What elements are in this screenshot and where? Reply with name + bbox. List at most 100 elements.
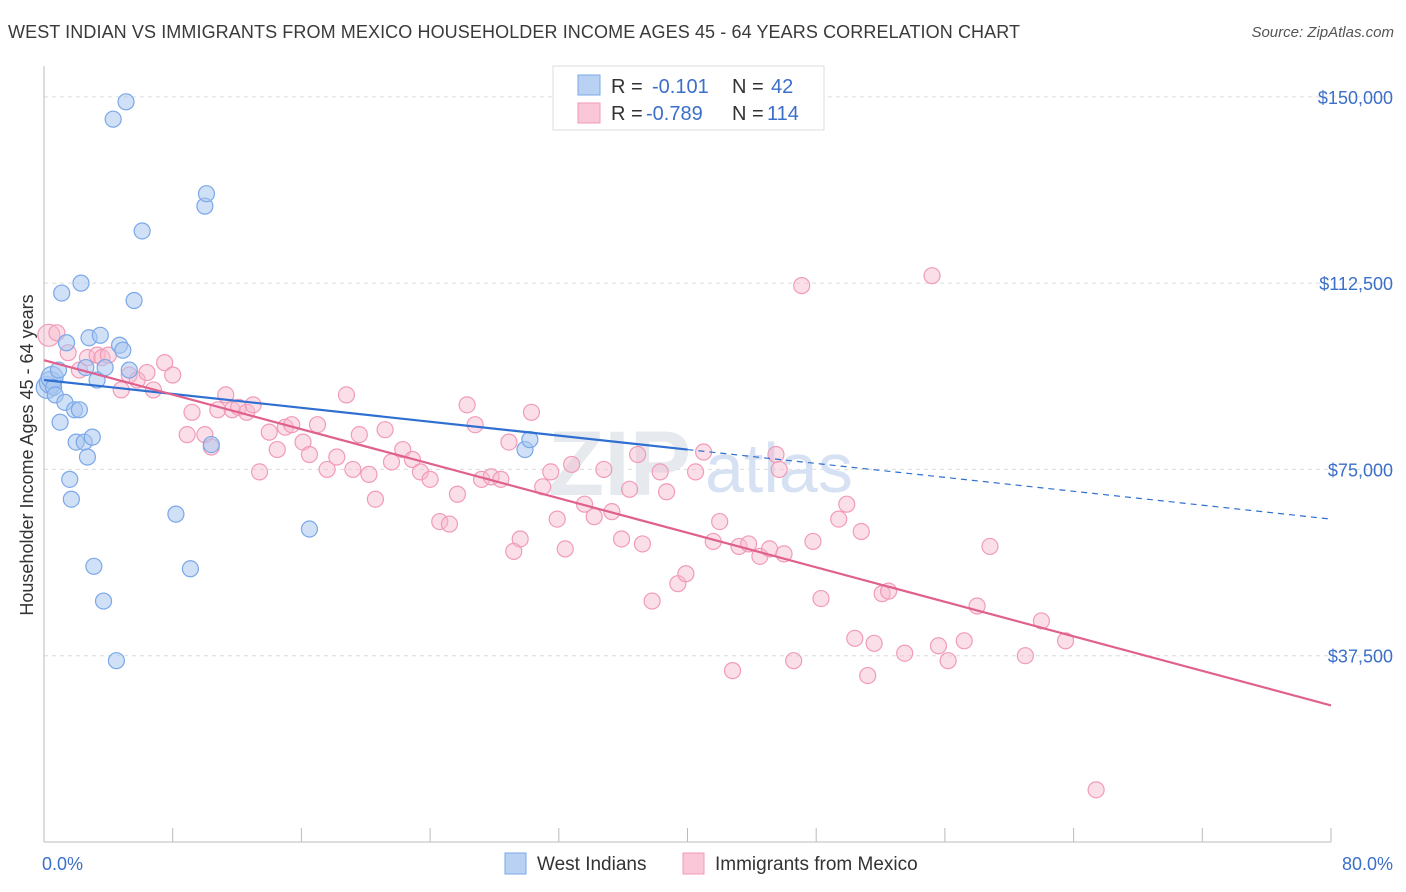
- bottom-legend: West Indians Immigrants from Mexico: [504, 852, 918, 875]
- y-tick-label: $37,500: [1328, 647, 1393, 667]
- y-tick-labels: $37,500 $75,000 $112,500 $150,000: [1318, 88, 1393, 667]
- mexico-point: [376, 421, 394, 439]
- mexico-point: [511, 530, 529, 548]
- legend-r-value-2: -0.789: [646, 103, 703, 125]
- mexico-point: [360, 465, 378, 483]
- mexico-point: [337, 386, 356, 404]
- west-indians-point: [125, 291, 143, 310]
- mexico-point: [138, 363, 156, 382]
- mexico-point: [812, 589, 830, 608]
- mexico-point: [852, 522, 870, 541]
- mexico-point: [651, 463, 669, 481]
- watermark: ZIP atlas: [548, 413, 853, 515]
- mexico-point: [846, 629, 864, 647]
- mexico-point: [500, 433, 518, 451]
- mexico-point: [643, 592, 661, 610]
- mexico-point: [164, 366, 182, 384]
- west-indians-point: [300, 520, 319, 538]
- x-tick-label-min: 0.0%: [42, 854, 83, 874]
- west-indians-point: [133, 222, 151, 240]
- mexico-point: [633, 535, 652, 553]
- mexico-point: [344, 460, 362, 479]
- x-tick-label-max: 80.0%: [1342, 854, 1393, 874]
- bottom-legend-swatch-mexico: [682, 852, 705, 875]
- mexico-point: [923, 267, 941, 285]
- legend-n-value-1: 42: [771, 76, 793, 98]
- west-indians-point: [72, 274, 90, 292]
- west-indians-point: [61, 470, 79, 488]
- x-tick-labels: 0.0% 80.0%: [42, 854, 1393, 874]
- mexico-point: [268, 440, 286, 459]
- mexico-point: [770, 460, 788, 479]
- mexico-point: [318, 460, 336, 479]
- legend-n-label-2: N =: [732, 103, 764, 125]
- mexico-point: [785, 652, 803, 670]
- chart-title: WEST INDIAN VS IMMIGRANTS FROM MEXICO HO…: [8, 22, 1021, 42]
- axes: [43, 66, 1332, 843]
- legend-n-value-2: 114: [767, 103, 799, 125]
- west-indians-point: [94, 592, 113, 610]
- bottom-legend-swatch-west-indians: [504, 852, 527, 875]
- mexico-point: [838, 495, 856, 513]
- mexico-point: [421, 470, 439, 488]
- legend-r-value-1: -0.101: [652, 76, 709, 98]
- top-legend: R = -0.101 N = 42 R = -0.789 N = 114: [552, 65, 825, 131]
- mexico-point: [300, 445, 319, 464]
- mexico-point: [350, 426, 368, 444]
- west-indians-point: [78, 448, 97, 466]
- west-indians-point: [114, 341, 132, 359]
- grid-lines: [44, 96, 1395, 657]
- mexico-point: [939, 652, 957, 670]
- mexico-point: [178, 426, 196, 444]
- mexico-point: [793, 277, 811, 295]
- mexico-point: [629, 445, 647, 464]
- mexico-point: [556, 540, 574, 558]
- west-indians-point: [83, 428, 101, 446]
- watermark-zip: ZIP: [548, 413, 691, 515]
- bottom-legend-label-west-indians: West Indians: [537, 854, 646, 875]
- legend-r-label-1: R =: [611, 76, 643, 98]
- mexico-point: [1032, 612, 1051, 630]
- mexico-point: [686, 463, 705, 481]
- y-axis-title: Householder Income Ages 45 - 64 years: [17, 294, 37, 615]
- trend-lines: [43, 359, 1332, 707]
- bottom-legend-label-mexico: Immigrants from Mexico: [715, 854, 918, 875]
- mexico-point: [522, 403, 541, 421]
- mexico-point: [1087, 781, 1105, 799]
- mexico-point: [448, 485, 467, 503]
- west-indians-point: [104, 110, 122, 128]
- west-indians-point: [167, 505, 185, 523]
- legend-swatch-west-indians: [577, 74, 601, 96]
- west-indians-point: [91, 326, 109, 344]
- west-indians-point: [107, 652, 125, 670]
- west-indians-point: [85, 557, 103, 575]
- source-label: Source: ZipAtlas.com: [1251, 24, 1394, 41]
- mexico-point: [859, 666, 877, 685]
- west-indians-trend-extension: [687, 448, 1332, 520]
- legend-swatch-mexico: [577, 102, 601, 124]
- mexico-point: [677, 565, 695, 583]
- mexico-point: [260, 423, 278, 441]
- legend-r-label-2: R =: [611, 103, 643, 125]
- west-indians-point: [202, 435, 220, 454]
- mexico-point: [183, 403, 201, 421]
- mexico-point: [929, 637, 948, 655]
- mexico-point: [711, 512, 729, 531]
- mexico-point: [657, 483, 676, 501]
- y-tick-label: $112,500: [1319, 274, 1393, 294]
- west-indians-point: [51, 413, 69, 431]
- series-1-points: [37, 267, 1105, 799]
- mexico-point: [955, 632, 973, 650]
- mexico-point: [585, 508, 603, 526]
- mexico-point: [431, 512, 449, 531]
- mexico-point: [694, 443, 713, 461]
- mexico-point: [865, 634, 883, 652]
- watermark-atlas: atlas: [705, 429, 853, 507]
- mexico-point: [723, 662, 742, 680]
- mexico-point: [896, 644, 914, 662]
- west-indians-trend-line: [43, 378, 688, 451]
- mexico-point: [466, 416, 484, 434]
- west-indians-point: [117, 93, 135, 111]
- mexico-point: [542, 463, 560, 481]
